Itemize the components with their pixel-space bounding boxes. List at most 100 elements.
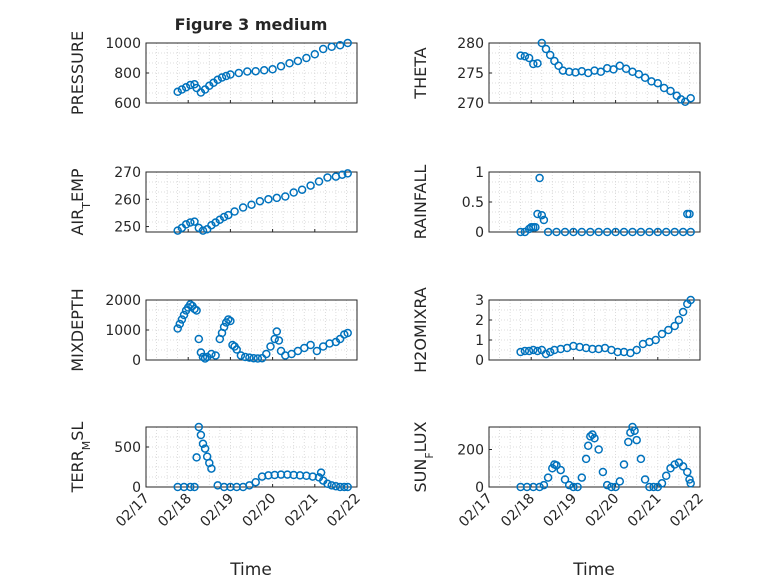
subplot-1: 600 800 1000 PRESSURE (68, 31, 358, 115)
data-point (645, 227, 654, 237)
data-point (281, 192, 290, 201)
data-point (343, 38, 352, 48)
y-tick-label: 270 (457, 96, 484, 112)
data-point (173, 324, 182, 333)
data-point (594, 445, 603, 454)
subplot-8: 0 200 02/17 02/18 02/19 02/20 02/21 02/22 SUNFLU… (411, 421, 707, 530)
data-point (581, 454, 591, 464)
data-point (245, 353, 254, 362)
y-tick-label: 3 (475, 293, 484, 309)
data-point (686, 295, 695, 305)
data-point (596, 67, 606, 77)
data-point (560, 227, 570, 237)
y-tick-label: 0 (475, 480, 484, 496)
data-point (619, 227, 629, 237)
data-point (200, 354, 210, 363)
y-tick-label: 250 (114, 220, 141, 236)
y-tick-label: 270 (114, 165, 141, 181)
data-point (516, 347, 525, 357)
data-point (219, 322, 229, 332)
y-tick-label: 0.5 (462, 195, 484, 211)
x-tick-label: 02/22 (324, 491, 364, 531)
data-point (198, 226, 208, 235)
data-point (340, 482, 349, 492)
data-point (577, 473, 587, 482)
y-tick-label: 260 (114, 192, 141, 208)
data-point (323, 173, 332, 182)
y-tick-label: 200 (457, 443, 484, 459)
data-point (683, 467, 692, 477)
data-point (535, 173, 544, 183)
data-point (520, 346, 530, 356)
y-axis-label: SUNFLUX (411, 421, 436, 492)
y-tick-label: 2 (475, 313, 484, 329)
data-point (196, 430, 206, 440)
data-point (602, 227, 612, 237)
data-point (554, 61, 563, 71)
data-point (196, 348, 206, 357)
data-point (685, 475, 694, 484)
data-point (531, 222, 540, 232)
y-tick-label: 0 (475, 225, 484, 241)
data-point (257, 353, 267, 363)
data-point (533, 346, 542, 356)
x-tick-label: 02/18 (155, 491, 195, 531)
data-point (657, 329, 667, 339)
data-point (602, 480, 612, 490)
data-point (537, 38, 547, 48)
y-axis-label: THETA (411, 47, 430, 99)
data-point (634, 69, 644, 79)
data-point (226, 316, 235, 326)
x-tick-label: 02/20 (240, 491, 280, 531)
data-point (552, 461, 561, 470)
data-point (232, 345, 241, 354)
data-point (230, 207, 239, 216)
y-tick-label: 1 (475, 165, 484, 181)
data-point (211, 351, 220, 360)
data-point (649, 482, 658, 492)
data-point (192, 83, 201, 93)
axes-box (145, 426, 358, 488)
data-point (552, 227, 561, 237)
data-point (666, 86, 675, 96)
data-point (192, 306, 201, 315)
data-point (615, 477, 625, 486)
data-point (192, 453, 201, 462)
data-point (556, 465, 565, 475)
data-point (343, 328, 352, 338)
data-point (535, 482, 544, 492)
data-point (177, 85, 187, 94)
y-axis-label: RAINFALL (411, 165, 430, 240)
data-point (624, 437, 633, 447)
data-point (297, 185, 307, 194)
data-point (236, 351, 246, 360)
data-point (529, 59, 538, 69)
figure-title: Figure 3 medium (175, 15, 328, 34)
data-point (293, 56, 303, 66)
data-point (611, 482, 620, 492)
y-tick-label: 1000 (105, 323, 141, 339)
data-point (573, 482, 582, 492)
data-point (630, 426, 639, 436)
data-point (543, 227, 553, 237)
data-point (289, 188, 298, 197)
y-tick-label: 0 (132, 480, 141, 496)
data-point (177, 315, 187, 324)
data-point (337, 170, 347, 179)
data-point (653, 78, 663, 88)
subplot-7: 0 500 02/17 02/18 02/19 02/20 02/21 02/22 TERRMS… (68, 422, 364, 531)
data-point (640, 73, 650, 83)
y-tick-label: 800 (114, 66, 141, 82)
data-point (545, 347, 555, 357)
data-point (516, 227, 525, 237)
data-point (186, 218, 195, 227)
x-tick-label: 02/21 (625, 491, 665, 531)
data-point (272, 327, 282, 336)
x-tick-label: 02/21 (282, 491, 322, 531)
data-point (266, 342, 275, 351)
data-point (674, 315, 684, 325)
data-point (516, 51, 525, 60)
data-point (228, 340, 237, 350)
data-point (243, 67, 252, 76)
y-tick-label: 275 (457, 66, 484, 82)
